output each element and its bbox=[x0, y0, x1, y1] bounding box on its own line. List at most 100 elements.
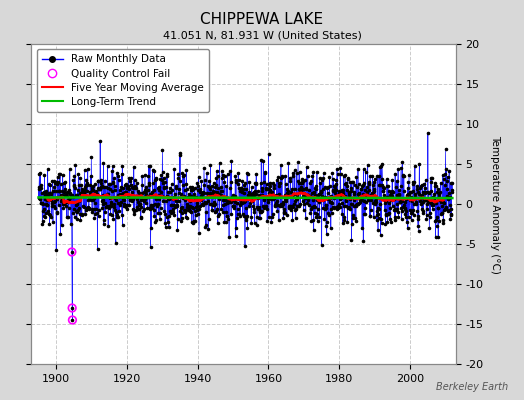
Point bbox=[47, 214, 56, 221]
Point bbox=[350, 196, 358, 203]
Point bbox=[113, 170, 121, 176]
Point bbox=[358, 225, 366, 231]
Point bbox=[227, 194, 236, 200]
Point bbox=[161, 211, 170, 218]
Point bbox=[91, 190, 100, 197]
Point bbox=[335, 204, 344, 210]
Point bbox=[56, 170, 64, 177]
Point bbox=[190, 207, 199, 214]
Point bbox=[265, 186, 274, 193]
Point bbox=[346, 179, 354, 185]
Point bbox=[305, 202, 313, 208]
Point bbox=[303, 173, 312, 179]
Point bbox=[114, 192, 122, 198]
Point bbox=[259, 158, 267, 164]
Point bbox=[212, 182, 220, 188]
Point bbox=[89, 196, 97, 203]
Point bbox=[91, 181, 99, 188]
Point bbox=[66, 187, 74, 194]
Point bbox=[141, 184, 150, 190]
Point bbox=[151, 201, 159, 207]
Point bbox=[289, 169, 297, 176]
Point bbox=[187, 187, 195, 194]
Point bbox=[45, 210, 53, 217]
Point bbox=[415, 160, 423, 167]
Point bbox=[399, 188, 408, 194]
Point bbox=[379, 185, 388, 192]
Point bbox=[352, 218, 360, 225]
Point bbox=[335, 190, 343, 196]
Point bbox=[335, 188, 344, 194]
Point bbox=[146, 206, 155, 212]
Point bbox=[260, 196, 269, 202]
Point bbox=[252, 180, 260, 187]
Point bbox=[126, 197, 134, 203]
Point bbox=[372, 194, 380, 201]
Point bbox=[317, 189, 325, 196]
Point bbox=[87, 197, 95, 204]
Point bbox=[261, 169, 269, 175]
Point bbox=[82, 182, 90, 188]
Point bbox=[199, 201, 207, 207]
Point bbox=[133, 196, 141, 202]
Point bbox=[85, 205, 93, 212]
Point bbox=[267, 188, 275, 195]
Point bbox=[178, 204, 186, 210]
Point bbox=[178, 215, 186, 221]
Point bbox=[421, 185, 429, 191]
Point bbox=[235, 176, 243, 183]
Point bbox=[237, 198, 245, 205]
Point bbox=[46, 212, 54, 218]
Point bbox=[114, 214, 123, 221]
Point bbox=[44, 193, 52, 200]
Point bbox=[115, 187, 124, 193]
Point bbox=[145, 163, 153, 169]
Point bbox=[103, 190, 111, 197]
Point bbox=[347, 237, 356, 243]
Point bbox=[260, 170, 269, 176]
Point bbox=[319, 197, 327, 203]
Y-axis label: Temperature Anomaly (°C): Temperature Anomaly (°C) bbox=[490, 134, 500, 274]
Point bbox=[343, 174, 352, 181]
Point bbox=[340, 214, 348, 220]
Point bbox=[58, 196, 67, 202]
Point bbox=[157, 205, 165, 211]
Point bbox=[429, 201, 437, 207]
Point bbox=[353, 184, 361, 190]
Point bbox=[348, 212, 357, 218]
Point bbox=[77, 190, 85, 196]
Point bbox=[365, 179, 374, 185]
Point bbox=[42, 202, 51, 208]
Point bbox=[408, 210, 417, 216]
Point bbox=[143, 194, 151, 200]
Point bbox=[237, 200, 245, 206]
Point bbox=[180, 207, 188, 213]
Point bbox=[139, 194, 147, 200]
Point bbox=[111, 182, 119, 189]
Point bbox=[174, 186, 183, 192]
Point bbox=[125, 186, 134, 192]
Point bbox=[126, 182, 135, 188]
Point bbox=[354, 166, 362, 172]
Point bbox=[256, 180, 265, 186]
Point bbox=[269, 196, 278, 202]
Point bbox=[187, 208, 195, 215]
Point bbox=[175, 190, 183, 196]
Point bbox=[276, 194, 284, 200]
Point bbox=[249, 206, 258, 212]
Point bbox=[90, 200, 99, 206]
Point bbox=[282, 198, 290, 205]
Point bbox=[313, 218, 322, 224]
Point bbox=[245, 189, 253, 196]
Point bbox=[41, 201, 50, 207]
Point bbox=[196, 189, 204, 196]
Point bbox=[320, 196, 328, 202]
Point bbox=[119, 185, 127, 192]
Point bbox=[119, 202, 128, 209]
Point bbox=[268, 214, 277, 220]
Point bbox=[238, 200, 246, 206]
Point bbox=[366, 192, 375, 198]
Point bbox=[241, 198, 249, 204]
Point bbox=[395, 199, 403, 205]
Point bbox=[232, 224, 241, 231]
